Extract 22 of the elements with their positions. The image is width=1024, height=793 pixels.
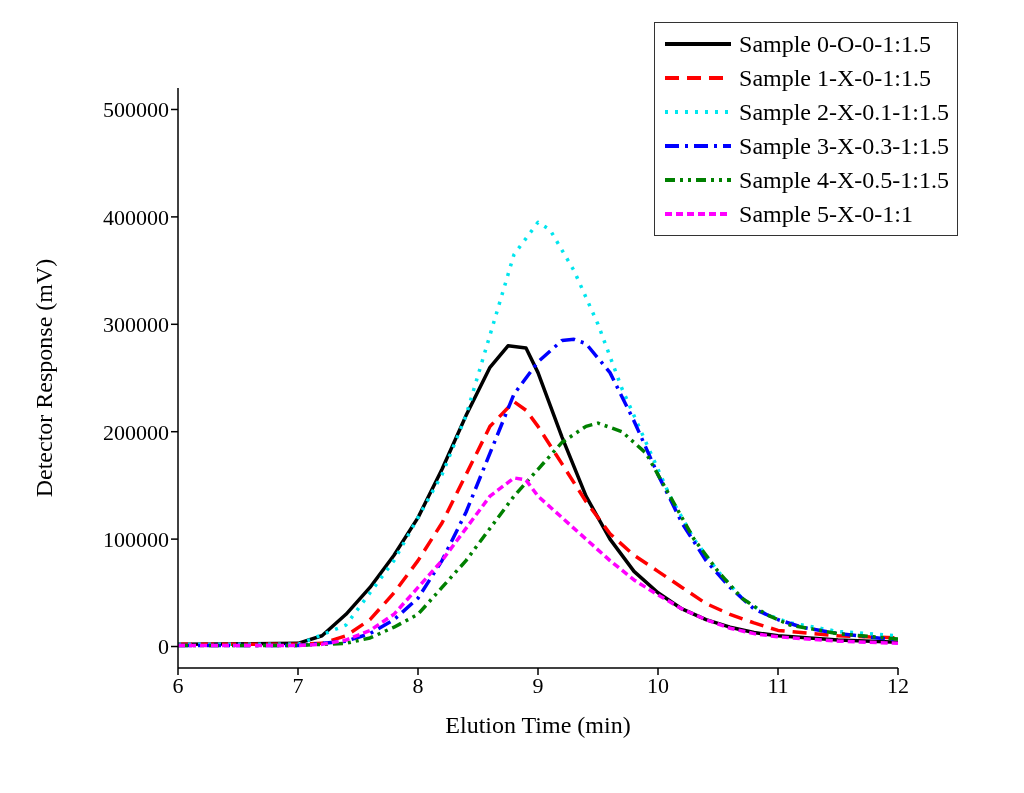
y-tick-label: 400000 [103, 204, 169, 230]
x-tick-label: 8 [412, 672, 424, 698]
x-tick-label: 11 [767, 672, 789, 698]
x-tick-label: 10 [647, 672, 669, 698]
legend-label: Sample 2-X-0.1-1:1.5 [739, 98, 949, 126]
line-series [178, 476, 898, 648]
x-tick-label: 6 [172, 672, 184, 698]
x-tick-label: 12 [887, 672, 909, 698]
y-tick-label: 500000 [103, 97, 169, 123]
legend-label: Sample 4-X-0.5-1:1.5 [739, 166, 949, 194]
y-axis-title: Detector Response (mV) [30, 258, 57, 498]
legend-label: Sample 5-X-0-1:1 [739, 200, 913, 228]
y-tick-label: 200000 [103, 419, 169, 445]
x-tick-label: 7 [292, 672, 304, 698]
y-tick-label: 0 [158, 634, 169, 660]
legend-label: Sample 0-O-0-1:1.5 [739, 30, 931, 58]
x-tick-label: 9 [532, 672, 544, 698]
y-tick-label: 300000 [103, 312, 169, 338]
x-axis-title: Elution Time (min) [445, 712, 631, 738]
y-tick-label: 100000 [103, 526, 169, 552]
legend-label: Sample 3-X-0.3-1:1.5 [739, 132, 949, 160]
legend-label: Sample 1-X-0-1:1.5 [739, 64, 931, 92]
